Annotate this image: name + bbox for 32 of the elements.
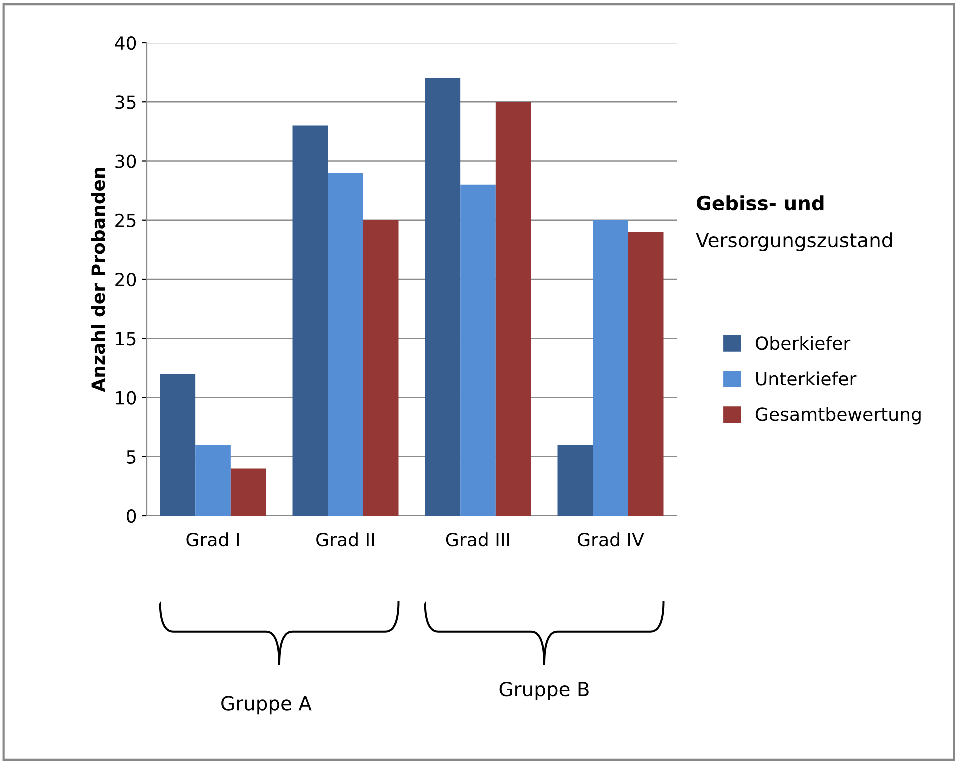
- y-tick-label: 30: [116, 154, 136, 168]
- text: Gruppe A: [222, 696, 312, 715]
- bar: [593, 220, 628, 516]
- x-tick-label: Grad II: [316, 532, 374, 547]
- bar: [460, 184, 496, 516]
- y-tick-label: 0: [126, 509, 136, 524]
- y-tick-label: 20: [116, 272, 136, 287]
- y-tick-label: 35: [116, 96, 136, 110]
- x-tick-label: Grad III: [446, 532, 510, 547]
- x-tick-label: Grad IV: [578, 532, 644, 547]
- bar: [292, 126, 328, 516]
- bar: [196, 445, 231, 516]
- legend-title: Gebiss- und Versorgungszustand: [696, 196, 892, 252]
- y-tick-label: 40: [115, 36, 136, 50]
- bar: [328, 173, 364, 516]
- bar: [363, 220, 399, 516]
- text: Gruppe B: [500, 682, 589, 700]
- y-tick-label: 5: [127, 450, 136, 464]
- y-tick-label: 15: [116, 332, 136, 346]
- bar: [496, 102, 532, 516]
- y-axis-title: Anzahl der Probanden: [91, 168, 106, 392]
- legend-label: Oberkiefer: [756, 336, 851, 350]
- bar: [425, 78, 461, 516]
- bar: [558, 445, 594, 516]
- bar: [160, 374, 196, 516]
- legend-label: Unterkiefer: [756, 372, 857, 386]
- bar: [230, 468, 266, 516]
- legend-label: Gesamtbewertung: [756, 407, 921, 425]
- x-tick-label: Grad I: [186, 532, 239, 547]
- bar: [628, 232, 664, 516]
- y-tick-label: 10: [116, 391, 136, 405]
- y-tick-label: 25: [116, 214, 136, 228]
